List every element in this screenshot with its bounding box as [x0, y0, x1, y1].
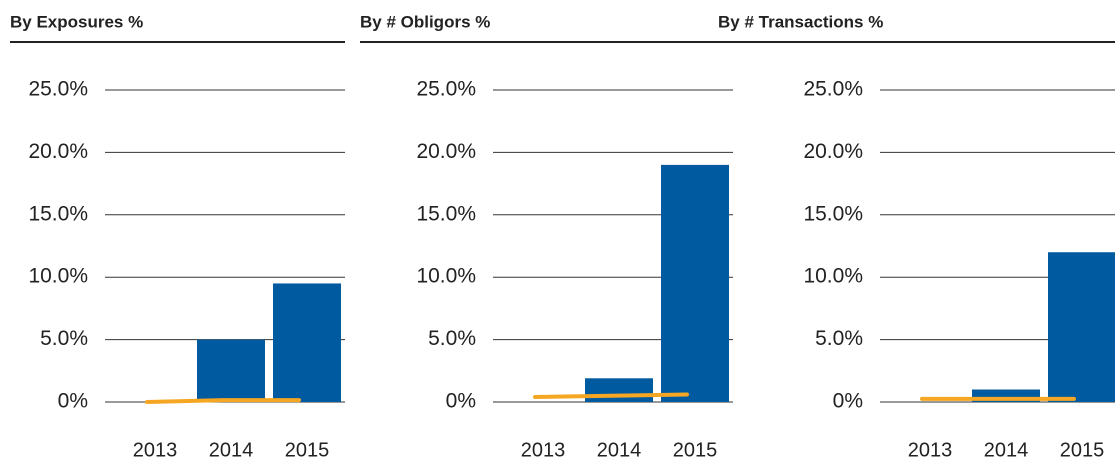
x-tick-label: 2013 — [521, 439, 566, 461]
y-tick-label: 15.0% — [803, 202, 863, 225]
bar — [197, 339, 265, 402]
y-tick-label: 25.0% — [803, 78, 863, 101]
trend-line — [533, 392, 689, 400]
x-tick-label: 2013 — [908, 439, 953, 461]
y-tick-label: 20.0% — [28, 140, 88, 163]
y-tick-label: 10.0% — [28, 265, 88, 288]
chart-title: By # Transactions % — [718, 12, 883, 31]
chart-title: By Exposures % — [10, 12, 143, 31]
x-tick-label: 2014 — [209, 439, 254, 461]
bar — [1048, 252, 1115, 402]
x-tick-label: 2015 — [1060, 439, 1105, 461]
y-tick-label: 15.0% — [28, 202, 88, 225]
y-tick-label: 10.0% — [803, 265, 863, 288]
y-tick-label: 0% — [446, 390, 476, 413]
x-tick-label: 2014 — [984, 439, 1029, 461]
y-tick-label: 5.0% — [428, 327, 476, 350]
x-tick-label: 2015 — [285, 439, 330, 461]
x-tick-label: 2013 — [133, 439, 178, 461]
bar — [273, 283, 341, 402]
x-tick-label: 2015 — [673, 439, 718, 461]
y-tick-label: 5.0% — [40, 327, 88, 350]
y-tick-label: 25.0% — [416, 78, 476, 101]
trend-line — [145, 398, 301, 404]
y-tick-label: 10.0% — [416, 265, 476, 288]
y-tick-label: 20.0% — [416, 140, 476, 163]
bar — [585, 378, 653, 402]
y-tick-label: 5.0% — [815, 327, 863, 350]
y-tick-label: 0% — [58, 390, 88, 413]
y-tick-label: 20.0% — [803, 140, 863, 163]
x-tick-label: 2014 — [597, 439, 642, 461]
y-tick-label: 25.0% — [28, 78, 88, 101]
chart-title: By # Obligors % — [360, 12, 490, 31]
y-tick-label: 15.0% — [416, 202, 476, 225]
y-tick-label: 0% — [833, 390, 863, 413]
bar — [661, 164, 729, 402]
